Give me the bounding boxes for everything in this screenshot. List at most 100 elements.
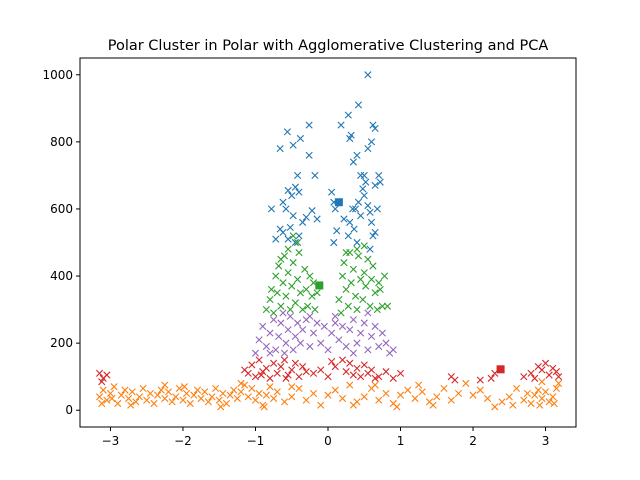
data-point (375, 396, 383, 404)
data-point (108, 394, 116, 403)
x-tick-label: −2 (174, 434, 192, 448)
x-tick-label: −1 (247, 434, 265, 448)
x-tick-label: 2 (469, 434, 477, 448)
data-point (117, 391, 125, 399)
data-point (146, 389, 154, 398)
data-point (552, 384, 561, 393)
data-point (527, 369, 535, 377)
data-point (357, 373, 365, 381)
data-point (362, 178, 370, 186)
data-point (98, 378, 106, 386)
data-point (306, 272, 314, 280)
data-point (288, 393, 296, 401)
data-point (541, 388, 550, 396)
data-point (241, 381, 249, 389)
data-point (309, 369, 318, 377)
data-point (440, 384, 448, 393)
data-point (344, 232, 352, 240)
y-tick-label: 600 (50, 202, 73, 216)
data-point (349, 205, 357, 213)
data-point (204, 398, 212, 406)
data-point (251, 396, 260, 404)
data-point (127, 401, 135, 409)
data-point (335, 336, 343, 344)
data-point (378, 302, 386, 310)
data-point (531, 374, 539, 382)
data-point (150, 399, 158, 408)
data-point (375, 342, 383, 351)
data-point (396, 391, 405, 399)
data-point (305, 151, 313, 159)
data-point (284, 326, 292, 334)
data-point (353, 306, 361, 314)
data-point (335, 295, 343, 304)
data-point (364, 71, 372, 79)
data-point (279, 198, 287, 206)
data-point (302, 368, 310, 376)
data-point (291, 238, 299, 247)
y-tick-label: 1000 (42, 68, 73, 82)
data-point (324, 346, 332, 354)
data-point (364, 346, 372, 354)
data-point (288, 366, 296, 374)
data-point (364, 255, 372, 263)
data-point (244, 369, 252, 377)
data-point (344, 111, 352, 119)
data-point (505, 393, 513, 401)
data-point (349, 158, 357, 166)
y-tick-label: 800 (50, 135, 73, 149)
data-point (541, 359, 550, 367)
data-point (286, 312, 294, 320)
data-point (197, 394, 205, 403)
data-point (469, 391, 477, 399)
data-point (277, 319, 285, 327)
data-point (164, 388, 173, 396)
data-point (320, 322, 328, 330)
data-point (275, 262, 283, 270)
data-point (555, 379, 563, 387)
data-point (201, 388, 209, 396)
data-point (360, 242, 368, 250)
data-point (331, 205, 339, 213)
data-point (259, 322, 267, 330)
data-point (349, 401, 357, 409)
data-point (366, 245, 374, 253)
data-point (222, 399, 231, 408)
data-point (262, 306, 270, 314)
data-point (491, 403, 499, 411)
data-point (255, 356, 263, 364)
data-point (353, 238, 361, 247)
data-point (527, 399, 535, 408)
data-point (418, 388, 426, 396)
data-point (371, 374, 379, 382)
data-point (183, 389, 191, 398)
data-point (346, 218, 354, 226)
data-point (161, 381, 169, 389)
data-point (180, 383, 189, 391)
data-point (237, 379, 245, 387)
data-point (257, 371, 265, 379)
data-point (295, 373, 303, 381)
data-point (454, 389, 463, 398)
data-point (161, 394, 169, 403)
data-point (346, 326, 354, 334)
data-point (98, 399, 106, 408)
data-point (324, 391, 332, 399)
data-point (295, 232, 303, 240)
data-point (291, 299, 299, 307)
cluster-centroid (496, 365, 505, 374)
data-point (308, 292, 316, 300)
data-point (270, 394, 278, 403)
data-point (349, 265, 357, 273)
data-point (284, 245, 292, 253)
data-point (270, 316, 278, 324)
data-point (306, 312, 314, 320)
data-point (536, 401, 544, 409)
data-point (157, 386, 165, 394)
data-point (382, 389, 390, 398)
data-point (364, 144, 372, 153)
data-point (293, 319, 302, 327)
data-point (369, 232, 377, 240)
data-point (289, 141, 297, 149)
